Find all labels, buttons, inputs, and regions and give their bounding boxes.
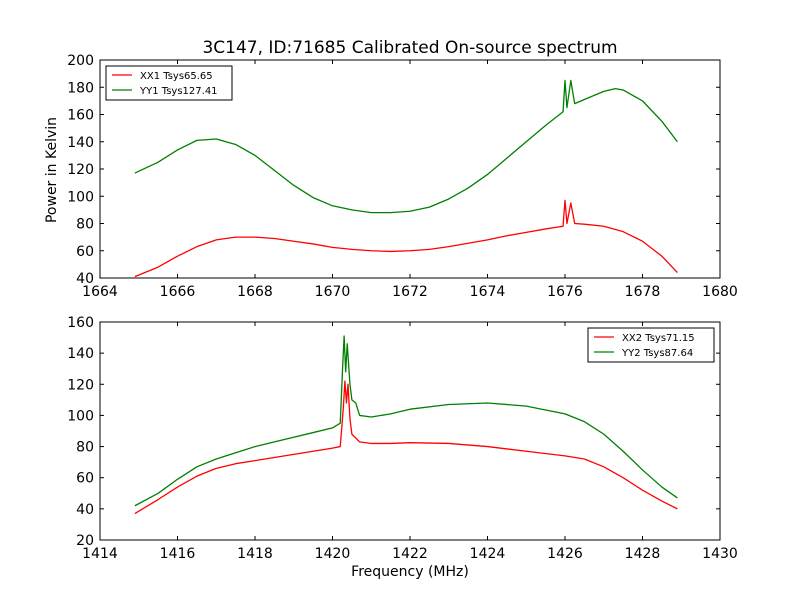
bottom-y-tick-label: 100 [67,408,94,424]
top-x-tick-label: 1676 [547,284,583,300]
top-x-tick-label: 1666 [160,284,196,300]
bottom-y-tick-label: 120 [67,377,94,393]
top-x-tick-label: 1678 [625,284,661,300]
bottom-series-line-0 [134,380,678,515]
top-y-tick-label: 120 [67,162,94,178]
top-series-line-1 [134,79,678,214]
top-legend-label-1: YY1 Tsys127.41 [139,86,218,97]
bottom-x-tick-label: 1430 [702,546,738,562]
top-chart-panel: 1664 1666 1668 1670 1672 1674 1676 1678 1680 40 60… [67,53,738,300]
top-x-tick-label: 1674 [470,284,506,300]
bottom-y-tick-label: 20 [76,533,94,549]
bottom-legend-label-1: YY2 Tsys87.64 [621,348,693,359]
bottom-y-tick-label: 80 [76,440,94,456]
top-legend: XX1 Tsys65.65 YY1 Tsys127.41 [105,65,233,101]
bottom-x-tick-label: 1424 [470,546,506,562]
bottom-legend-label-0: XX2 Tsys71.15 [622,333,695,344]
bottom-y-tick-label: 40 [76,502,94,518]
top-x-tick-label: 1672 [392,284,428,300]
top-y-tick-label: 60 [76,244,94,260]
top-x-tick-label: 1680 [702,284,738,300]
bottom-y-tick-label: 60 [76,471,94,487]
top-legend-label-0: XX1 Tsys65.65 [140,71,213,82]
top-y-tick-label: 180 [67,80,94,96]
bottom-x-tick-label: 1416 [160,546,196,562]
bottom-x-tick-label: 1420 [315,546,351,562]
bottom-x-tick-label: 1422 [392,546,428,562]
top-x-tick-label: 1664 [82,284,118,300]
top-y-tick-label: 80 [76,217,94,233]
bottom-x-tick-label: 1426 [547,546,583,562]
bottom-series-line-1 [134,335,678,507]
top-y-tick-label: 100 [67,189,94,205]
x-axis-label: Frequency (MHz) [351,564,469,580]
bottom-legend-box [587,327,715,363]
bottom-chart-panel: 1414 1416 1418 1420 1422 1424 1426 1428 1430 20 40… [67,315,738,562]
y-axis-label: Power in Kelvin [44,117,60,223]
bottom-x-tick-label: 1428 [625,546,661,562]
top-y-tick-label: 140 [67,135,94,151]
top-legend-box [105,65,233,101]
top-y-tick-label: 200 [67,53,94,69]
bottom-y-tick-label: 140 [67,346,94,362]
top-y-tick-label: 160 [67,108,94,124]
top-x-tick-label: 1668 [237,284,273,300]
bottom-y-tick-label: 160 [67,315,94,331]
top-y-tick-label: 40 [76,271,94,287]
chart-title: 3C147, ID:71685 Calibrated On-source spe… [202,38,617,58]
bottom-x-tick-label: 1414 [82,546,118,562]
top-series-line-0 [134,199,678,278]
bottom-legend: XX2 Tsys71.15 YY2 Tsys87.64 [587,327,715,363]
top-x-tick-label: 1670 [315,284,351,300]
bottom-x-tick-label: 1418 [237,546,273,562]
